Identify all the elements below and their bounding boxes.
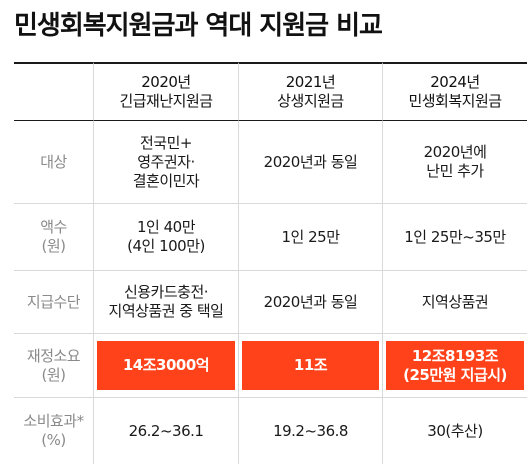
- header-corner: [14, 62, 94, 121]
- cell-effect-2021: 19.2~36.8: [239, 398, 383, 464]
- column-header-2021: 2021년 상생지원금: [239, 62, 383, 121]
- row-label-target: 대상: [14, 121, 94, 204]
- cell-budget-2021: 11조: [239, 334, 383, 398]
- cell-target-2021: 2020년과 동일: [239, 121, 383, 204]
- row-label-payment-method: 지급수단: [14, 271, 94, 334]
- cell-amount-2020: 1인 40만 (4인 100만): [94, 204, 239, 271]
- column-header-2024: 2024년 민생회복지원금: [383, 62, 527, 121]
- cell-payment-2020: 신용카드충전· 지역상품권 중 택일: [94, 271, 239, 334]
- comparison-table: 2020년 긴급재난지원금 2021년 상생지원금 2024년 민생회복지원금 …: [14, 62, 527, 464]
- cell-payment-2021: 2020년과 동일: [239, 271, 383, 334]
- column-header-2020: 2020년 긴급재난지원금: [94, 62, 239, 121]
- cell-target-2024: 2020년에 난민 추가: [383, 121, 527, 204]
- cell-target-2020: 전국민+ 영주권자· 결혼이민자: [94, 121, 239, 204]
- cell-effect-2020: 26.2~36.1: [94, 398, 239, 464]
- row-label-budget: 재정소요 (원): [14, 334, 94, 398]
- highlight-badge: 11조: [242, 341, 379, 390]
- cell-budget-2024: 12조8193조 (25만원 지급시): [383, 334, 527, 398]
- highlight-badge: 14조3000억: [97, 341, 235, 390]
- page-title: 민생회복지원금과 역대 지원금 비교: [14, 11, 383, 41]
- highlight-badge: 12조8193조 (25만원 지급시): [386, 341, 524, 390]
- cell-amount-2024: 1인 25만~35만: [383, 204, 527, 271]
- row-label-amount: 액수 (원): [14, 204, 94, 271]
- cell-budget-2020: 14조3000억: [94, 334, 239, 398]
- cell-payment-2024: 지역상품권: [383, 271, 527, 334]
- row-label-consumption-effect: 소비효과* (%): [14, 398, 94, 464]
- cell-effect-2024: 30(추산): [427, 421, 483, 440]
- cell-amount-2021: 1인 25만: [239, 204, 383, 271]
